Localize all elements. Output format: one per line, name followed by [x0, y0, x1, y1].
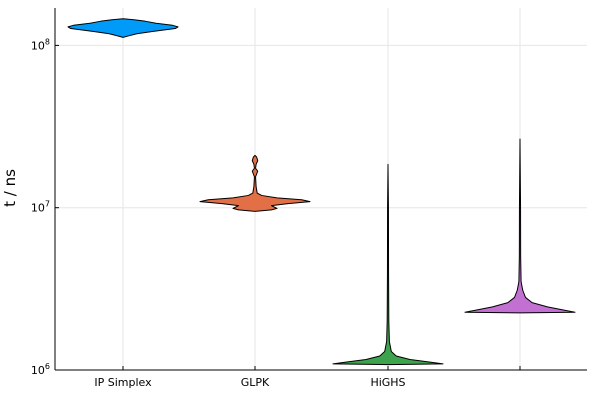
violin-4	[464, 138, 576, 314]
x-tick-label: HiGHS	[370, 376, 405, 389]
y-tick-label: 106	[31, 362, 50, 377]
violin-3	[332, 163, 444, 366]
y-tick-label: 108	[31, 37, 50, 52]
violin-1	[67, 18, 179, 38]
axes: 106 107 108 IP Simplex GLPK HiGHS	[31, 8, 587, 389]
x-tick-label: IP Simplex	[94, 376, 152, 389]
y-axis-title: t / ns	[1, 169, 19, 207]
y-tick-label: 107	[31, 200, 50, 215]
violins	[67, 18, 576, 366]
violin-2	[199, 154, 311, 212]
x-tick-label: GLPK	[241, 376, 270, 389]
